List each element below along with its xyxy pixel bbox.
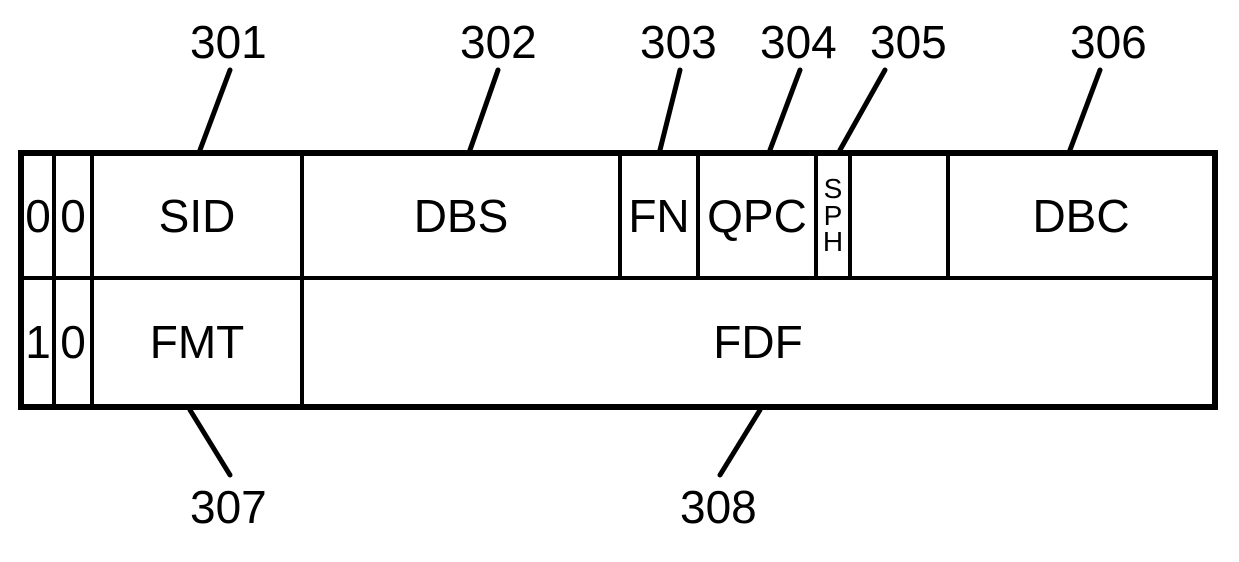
leader-308: [0, 0, 1239, 562]
diagram-stage: 0 0 SID DBS FN QPC S P H DBC 1 0 FMT FDF…: [0, 0, 1239, 562]
